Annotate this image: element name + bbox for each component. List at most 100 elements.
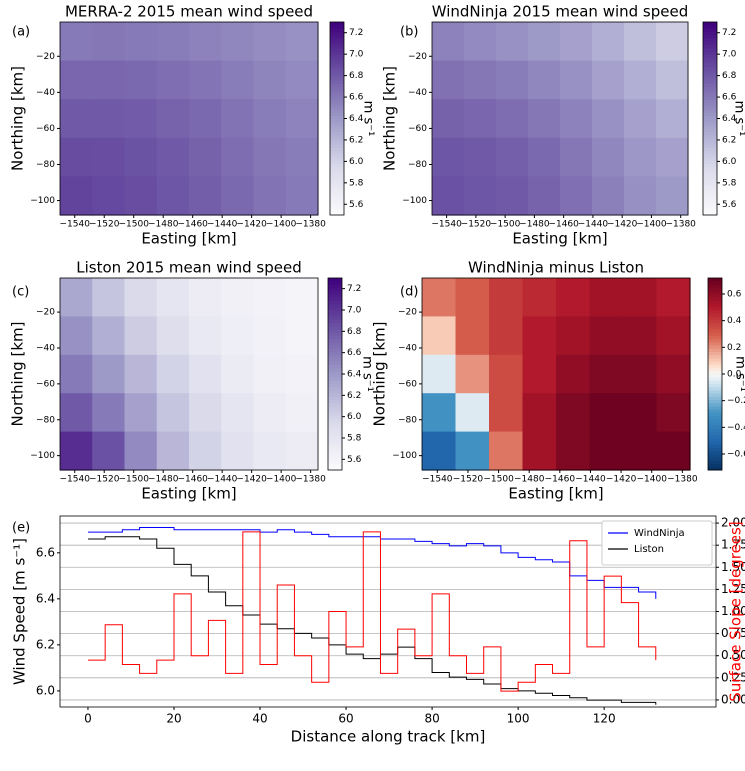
heatmap-cell	[221, 99, 255, 139]
series-line	[87, 531, 657, 692]
y-tick-label: −80	[408, 160, 427, 170]
x-tick-label: 40	[252, 712, 267, 726]
colorbar-segment	[330, 128, 344, 132]
heatmap-cell	[592, 137, 625, 177]
heatmap-cell	[624, 176, 657, 216]
colorbar-segment	[703, 105, 717, 110]
colorbar-segment	[703, 211, 717, 216]
colorbar-segment	[703, 208, 717, 213]
colorbar-segment	[330, 22, 344, 26]
heatmap-cell	[221, 393, 255, 433]
heatmap-cell	[285, 176, 319, 216]
colorbar-segment	[330, 134, 344, 139]
x-tick-label: 20	[166, 712, 181, 726]
heatmap-cell	[656, 316, 691, 356]
y-tick-label: −80	[36, 160, 55, 170]
colorbar-segment	[330, 76, 344, 81]
heatmap-cell	[221, 176, 255, 216]
colorbar-segment	[330, 186, 344, 190]
heatmap-cell	[592, 60, 625, 100]
colorbar-segment	[330, 92, 344, 97]
heatmap-cell	[189, 393, 222, 433]
heatmap-cell	[422, 316, 457, 356]
colorbar-segment	[328, 326, 342, 330]
colorbar-segment	[708, 338, 722, 343]
colorbar-segment	[330, 115, 344, 119]
heatmap-cell	[624, 137, 657, 177]
heatmap-cell	[156, 278, 190, 317]
colorbar-segment	[703, 202, 717, 206]
heatmap-cell	[422, 278, 457, 317]
colorbar-tick-label: −0.4	[727, 423, 745, 433]
colorbar-segment	[330, 150, 344, 155]
colorbar-tick-label: 6.2	[349, 135, 363, 145]
heatmap-cell	[285, 22, 319, 62]
heatmap-cell	[92, 60, 126, 100]
colorbar-segment	[703, 163, 717, 168]
colorbar-segment	[708, 431, 722, 436]
colorbar-segment	[330, 70, 344, 74]
panel-label: (d)	[400, 285, 418, 300]
colorbar-tick-label: 0.0	[727, 370, 742, 380]
heatmap-cell	[92, 316, 126, 356]
heatmap-cell	[285, 278, 319, 317]
heatmap-cell	[589, 393, 624, 433]
heatmap-cell	[253, 176, 287, 216]
colorbar-segment	[703, 67, 717, 71]
y-tick-label: −20	[36, 52, 55, 62]
colorbar-segment	[330, 144, 344, 148]
heatmap-cell	[589, 431, 624, 471]
heatmap-cell	[592, 99, 625, 139]
colorbar-segment	[328, 364, 342, 369]
plot-frame	[59, 277, 319, 471]
x-tick-label: 100	[507, 712, 530, 726]
colorbar-segment	[703, 31, 717, 36]
heatmap-cell	[124, 176, 158, 216]
x-tick-label: −1480	[514, 475, 545, 485]
legend-label: Liston	[634, 544, 664, 555]
heatmap-cell	[560, 22, 593, 62]
colorbar-segment	[330, 141, 344, 145]
y2-axis-label: Surface Slope [degrees]	[727, 521, 745, 701]
legend-label: WindNinja	[634, 528, 685, 539]
colorbar-segment	[703, 179, 717, 184]
heatmap-cell	[285, 316, 319, 356]
heatmap-cell	[656, 99, 689, 139]
colorbar-segment	[330, 157, 344, 161]
colorbar-segment	[328, 284, 342, 289]
heatmap-cell	[253, 354, 287, 394]
heatmap-cell	[156, 99, 190, 139]
colorbar-tick-label: 5.6	[347, 455, 362, 465]
heatmap-cell	[528, 22, 561, 62]
colorbar-segment	[703, 99, 717, 103]
colorbar-segment	[708, 447, 722, 452]
y2-tick-label: 0.50	[721, 648, 745, 662]
colorbar-tick-label: 0.2	[727, 343, 741, 353]
colorbar-tick-label: 7.2	[349, 28, 363, 38]
colorbar-segment	[330, 102, 344, 107]
heatmap-cell	[489, 278, 524, 317]
colorbar-segment	[328, 434, 342, 439]
x-tick-label: −1460	[548, 220, 579, 230]
colorbar-segment	[703, 28, 717, 33]
colorbar-segment	[328, 428, 342, 433]
colorbar-tick-label: 7.0	[349, 50, 364, 60]
y2-tick-label: 1.00	[721, 604, 745, 618]
colorbar-segment	[703, 60, 717, 65]
heatmap-cell	[556, 278, 591, 317]
heatmap-cell	[285, 431, 319, 471]
heatmap-cell	[285, 60, 319, 100]
colorbar-tick-label: −0.2	[727, 396, 745, 406]
colorbar-tick-label: 6.6	[347, 348, 362, 358]
y-tick-label: 6.4	[36, 591, 55, 605]
heatmap-cell	[496, 176, 529, 216]
heatmap-cell	[522, 316, 557, 356]
plot-frame	[59, 21, 319, 216]
heatmap-cell	[464, 99, 497, 139]
heatmap-cell	[189, 431, 222, 471]
colorbar-segment	[708, 348, 722, 353]
x-tick-label: −1480	[148, 220, 179, 230]
colorbar-segment	[703, 118, 717, 123]
colorbar-segment	[703, 95, 717, 100]
heatmap-cell	[489, 354, 524, 394]
